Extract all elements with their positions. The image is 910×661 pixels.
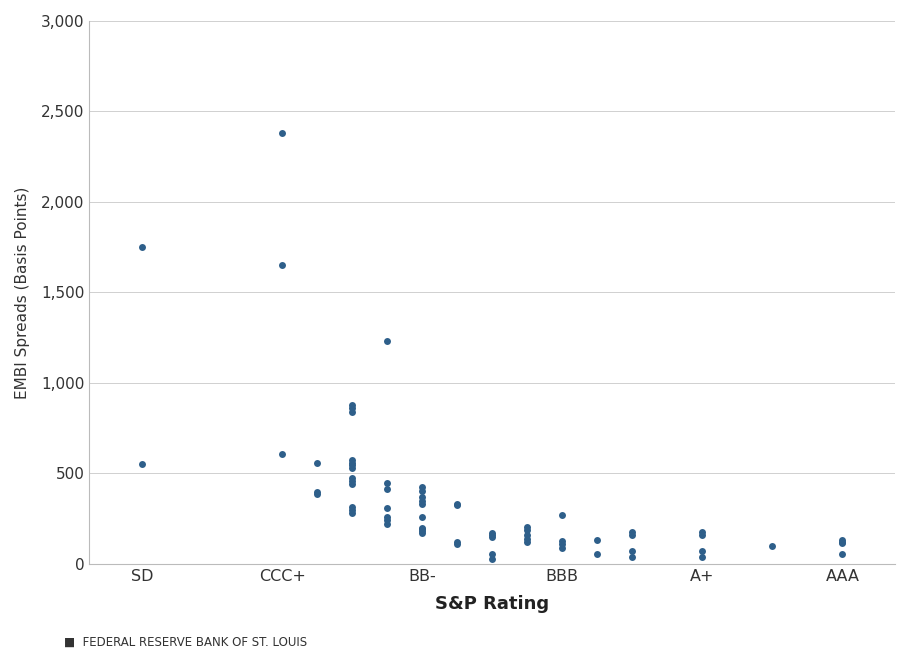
Point [415,522,430,533]
Point [135,242,149,253]
Point [450,537,464,547]
Point [415,524,430,535]
Point [590,535,604,546]
Point [450,539,464,549]
Point [520,534,534,545]
Point [695,552,710,563]
Point [485,554,500,564]
Point [379,484,394,494]
Y-axis label: EMBI Spreads (Basis Points): EMBI Spreads (Basis Points) [15,186,30,399]
Point [415,528,430,539]
Point [625,526,640,537]
Point [345,403,359,414]
Point [485,528,500,539]
Point [520,525,534,535]
Point [379,515,394,525]
Point [835,549,850,559]
Point [415,496,430,506]
Point [345,463,359,473]
Point [555,543,570,553]
Point [345,505,359,516]
Point [345,502,359,512]
Point [135,458,149,469]
Point [625,530,640,541]
Point [345,460,359,471]
Point [835,537,850,547]
Point [379,518,394,529]
Point [415,498,430,509]
Point [379,478,394,488]
Point [695,530,710,541]
Point [309,487,324,498]
Point [695,546,710,557]
Point [625,546,640,557]
Point [555,535,570,546]
Point [485,532,500,543]
Point [345,473,359,483]
Point [379,503,394,514]
Point [590,549,604,559]
Point [765,540,780,551]
Point [450,499,464,510]
Point [555,539,570,550]
Point [555,510,570,520]
Point [835,538,850,549]
Point [345,455,359,465]
Point [379,511,394,522]
Point [450,498,464,509]
Point [309,457,324,468]
Point [415,492,430,502]
Point [345,508,359,518]
Point [345,475,359,486]
Point [835,534,850,545]
Point [345,399,359,410]
Point [415,525,430,536]
Point [275,260,289,270]
X-axis label: S&P Rating: S&P Rating [435,595,550,613]
Point [485,530,500,541]
Point [695,526,710,537]
Point [379,336,394,346]
Point [309,489,324,500]
Point [520,522,534,532]
Point [345,457,359,468]
Point [520,537,534,547]
Text: ■  FEDERAL RESERVE BANK OF ST. LOUIS: ■ FEDERAL RESERVE BANK OF ST. LOUIS [64,636,307,649]
Point [415,485,430,496]
Point [520,530,534,541]
Point [415,512,430,523]
Point [625,552,640,563]
Point [275,128,289,139]
Point [345,479,359,490]
Point [275,448,289,459]
Point [415,482,430,492]
Point [485,549,500,559]
Point [345,407,359,417]
